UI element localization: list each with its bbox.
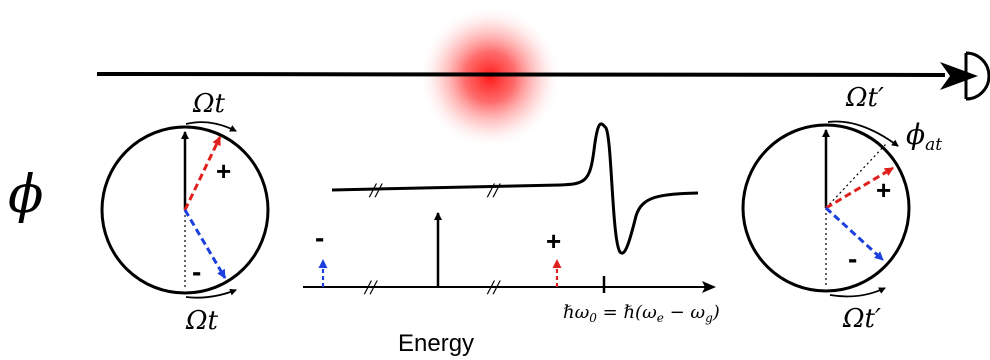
omega-t-top-left-label: Ωt [192, 89, 226, 119]
detector-half-circle-icon [964, 51, 990, 101]
omega-t-prime-top-right-label: Ωt′ [845, 83, 884, 113]
left-plus-sign: + [216, 156, 231, 186]
left-plus-arrow [183, 136, 222, 211]
plus-sideband-label: + [546, 226, 561, 256]
resonance-formula: ℏω0 = ℏ(ωe − ωg) [563, 302, 720, 325]
curve-break-right: // [486, 181, 502, 201]
dispersion-curve [331, 122, 699, 255]
left-minus-arrow [183, 209, 227, 279]
beam-line [96, 72, 946, 77]
energy-axis-label: Energy [398, 330, 474, 357]
left-top-rotation-arrow [185, 121, 237, 132]
minus-sideband-label: - [315, 222, 324, 253]
right-phase-circle: + - Ωt′ Ωt′ ϕat [741, 83, 942, 334]
right-bottom-rotation-arrow [829, 287, 886, 298]
axis-break-right: // [486, 278, 502, 298]
spectrum-panel: // // // // - + ℏω0 = ℏ(ωe − ωg) Energy [303, 122, 720, 357]
left-phase-circle: + - Ωt Ωt [100, 89, 270, 336]
right-top-rotation-arrow [827, 120, 899, 147]
right-plus-arrow [825, 166, 894, 210]
atom-cloud-icon [418, 5, 562, 149]
right-minus-sign: - [848, 243, 857, 274]
left-bottom-rotation-arrow [185, 288, 237, 299]
phase-symbol: ϕ [8, 165, 43, 225]
curve-break-left: // [368, 181, 384, 201]
right-minus-arrow [824, 206, 885, 262]
left-minus-sign: - [192, 256, 201, 287]
right-plus-sign: + [876, 175, 891, 205]
energy-axis-arrowhead-icon [702, 281, 716, 293]
axis-break-left: // [363, 278, 379, 298]
omega-t-prime-bottom-right-label: Ωt′ [842, 304, 881, 334]
beam-arrowhead-icon [940, 62, 978, 90]
omega-t-bottom-left-label: Ωt [185, 306, 219, 336]
phi-at-label: ϕat [906, 118, 942, 155]
